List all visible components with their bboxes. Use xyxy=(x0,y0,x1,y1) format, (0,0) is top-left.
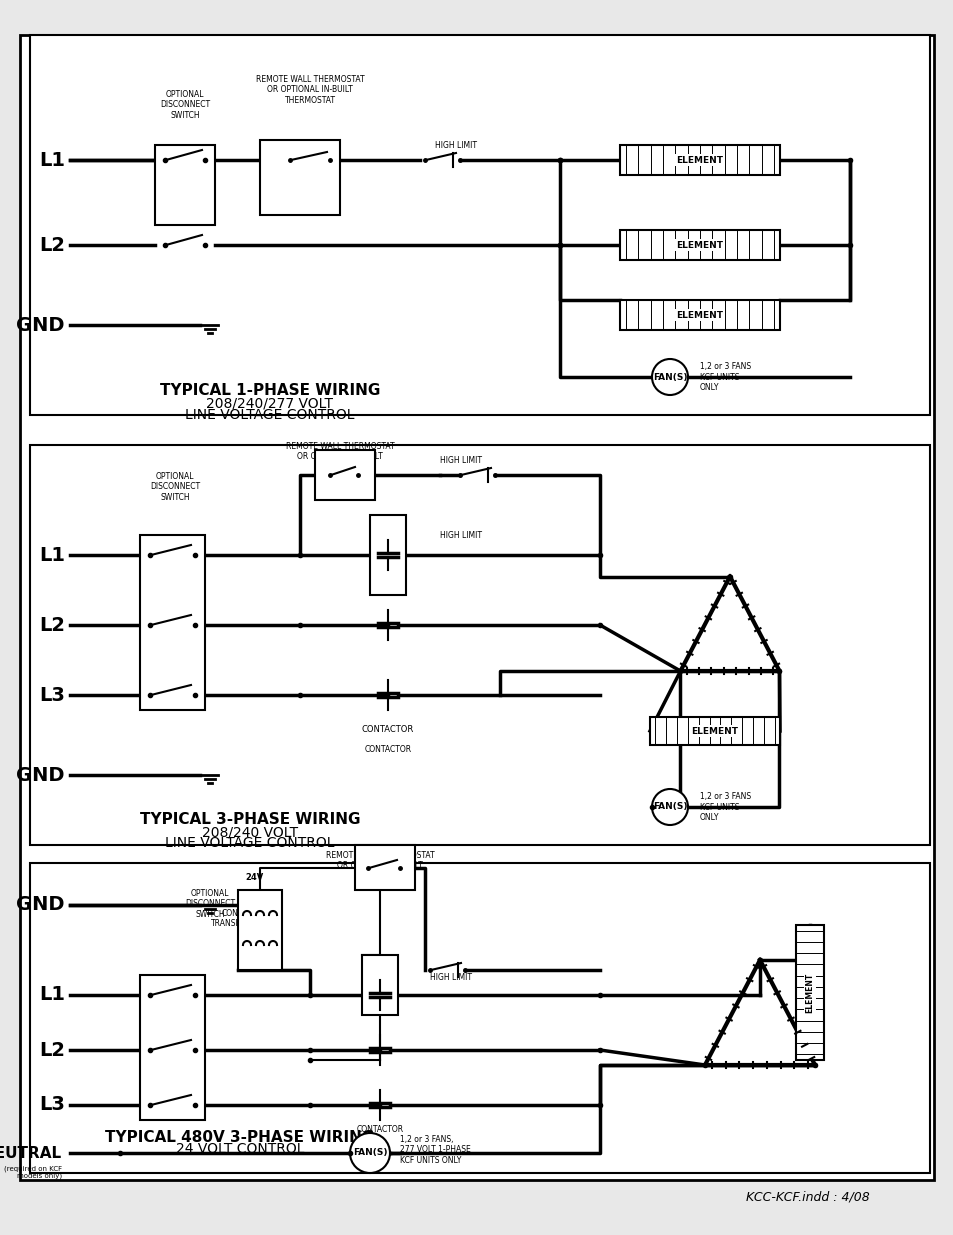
Text: LINE VOLTAGE CONTROL: LINE VOLTAGE CONTROL xyxy=(185,408,355,422)
Bar xyxy=(140,535,205,710)
Text: 208/240 VOLT: 208/240 VOLT xyxy=(202,825,297,839)
Circle shape xyxy=(651,359,687,395)
Bar xyxy=(314,450,375,500)
Circle shape xyxy=(651,789,687,825)
Text: OPTIONAL
DISCONNECT
SWITCH: OPTIONAL DISCONNECT SWITCH xyxy=(160,90,210,120)
Text: CONTACTOR: CONTACTOR xyxy=(361,725,414,734)
Text: L3: L3 xyxy=(39,685,65,704)
Text: L2: L2 xyxy=(39,615,65,635)
Text: 24V: 24V xyxy=(246,872,264,882)
Text: REMOTE WALL THERMOSTAT
OR OPTIONAL IN-BUILT
THERMOSTAT: REMOTE WALL THERMOSTAT OR OPTIONAL IN-BU… xyxy=(325,851,434,881)
Text: ELEMENT: ELEMENT xyxy=(691,726,738,736)
Text: GND: GND xyxy=(16,766,65,784)
Text: ELEMENT: ELEMENT xyxy=(676,241,722,249)
Text: CONTROL
TRANSFORMER: CONTROL TRANSFORMER xyxy=(211,909,269,929)
Bar xyxy=(30,445,929,845)
Bar xyxy=(370,515,406,595)
Bar xyxy=(30,35,929,415)
Text: L1: L1 xyxy=(39,986,65,1004)
Text: ELEMENT: ELEMENT xyxy=(676,310,722,320)
Bar xyxy=(619,300,780,330)
Bar xyxy=(795,925,823,1060)
Text: FAN(S): FAN(S) xyxy=(353,1149,387,1157)
Text: LINE VOLTAGE CONTROL: LINE VOLTAGE CONTROL xyxy=(165,836,335,850)
Text: (required on KCF
models only): (required on KCF models only) xyxy=(4,1165,62,1179)
Text: L1: L1 xyxy=(39,151,65,169)
Text: HIGH LIMIT: HIGH LIMIT xyxy=(435,141,476,149)
Text: OPTIONAL
DISCONNECT
SWITCH: OPTIONAL DISCONNECT SWITCH xyxy=(185,889,234,919)
Text: L1: L1 xyxy=(39,546,65,564)
Text: HIGH LIMIT: HIGH LIMIT xyxy=(439,531,481,540)
Bar xyxy=(361,955,397,1015)
Text: OPTIONAL
DISCONNECT
SWITCH: OPTIONAL DISCONNECT SWITCH xyxy=(150,472,200,501)
Text: 208/240/277 VOLT: 208/240/277 VOLT xyxy=(206,396,334,410)
Bar xyxy=(154,144,214,225)
Text: NEUTRAL: NEUTRAL xyxy=(0,1146,62,1161)
Text: L2: L2 xyxy=(39,1041,65,1060)
Bar xyxy=(237,890,282,969)
Bar xyxy=(140,974,205,1120)
Text: L3: L3 xyxy=(39,1095,65,1114)
Text: L2: L2 xyxy=(39,236,65,254)
Text: 1,2 or 3 FANS,
277 VOLT 1-PHASE
KCF UNITS ONLY: 1,2 or 3 FANS, 277 VOLT 1-PHASE KCF UNIT… xyxy=(399,1135,470,1165)
Text: 1,2 or 3 FANS
KCF UNITS
ONLY: 1,2 or 3 FANS KCF UNITS ONLY xyxy=(700,792,750,823)
Text: 480V: 480V xyxy=(243,962,267,972)
Text: CONTACTOR: CONTACTOR xyxy=(356,1125,403,1134)
Bar xyxy=(355,845,415,890)
Text: FAN(S): FAN(S) xyxy=(652,373,686,382)
Text: GND: GND xyxy=(16,895,65,914)
Text: HIGH LIMIT: HIGH LIMIT xyxy=(430,973,472,983)
Bar xyxy=(260,140,339,215)
Text: CONTACTOR: CONTACTOR xyxy=(364,745,411,755)
Text: KCC-KCF.indd : 4/08: KCC-KCF.indd : 4/08 xyxy=(745,1191,869,1203)
Text: GND: GND xyxy=(16,315,65,335)
Text: HIGH LIMIT: HIGH LIMIT xyxy=(439,456,481,466)
Bar xyxy=(649,718,780,745)
Text: ELEMENT: ELEMENT xyxy=(804,972,814,1013)
Bar xyxy=(619,230,780,261)
Text: 1,2 or 3 FANS
KCF UNITS
ONLY: 1,2 or 3 FANS KCF UNITS ONLY xyxy=(700,362,750,391)
Text: TYPICAL 480V 3-PHASE WIRING: TYPICAL 480V 3-PHASE WIRING xyxy=(105,1130,375,1145)
Bar xyxy=(619,144,780,175)
Text: TYPICAL 1-PHASE WIRING: TYPICAL 1-PHASE WIRING xyxy=(160,383,380,398)
Text: 24 VOLT CONTROL: 24 VOLT CONTROL xyxy=(175,1142,304,1156)
Text: REMOTE WALL THERMOSTAT
OR OPTIONAL IN-BUILT
THERMOSTAT: REMOTE WALL THERMOSTAT OR OPTIONAL IN-BU… xyxy=(285,442,394,472)
Bar xyxy=(30,863,929,1173)
Text: TYPICAL 3-PHASE WIRING: TYPICAL 3-PHASE WIRING xyxy=(139,813,360,827)
Text: FAN(S): FAN(S) xyxy=(652,803,686,811)
Circle shape xyxy=(350,1132,390,1173)
Text: ELEMENT: ELEMENT xyxy=(676,156,722,164)
Text: REMOTE WALL THERMOSTAT
OR OPTIONAL IN-BUILT
THERMOSTAT: REMOTE WALL THERMOSTAT OR OPTIONAL IN-BU… xyxy=(255,75,364,105)
